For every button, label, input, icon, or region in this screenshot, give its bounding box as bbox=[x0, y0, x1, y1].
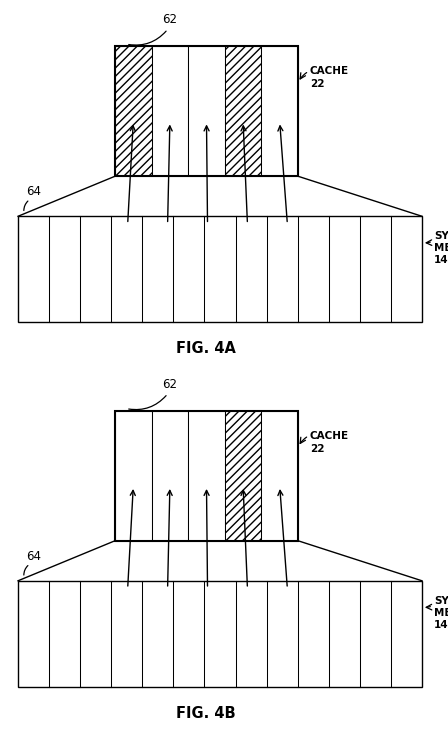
Text: CACHE: CACHE bbox=[310, 66, 349, 76]
Text: 22: 22 bbox=[310, 79, 324, 89]
Bar bbox=[151, 46, 188, 176]
Text: 62: 62 bbox=[162, 13, 177, 26]
Bar bbox=[115, 410, 151, 541]
Text: SYSTEM: SYSTEM bbox=[434, 596, 448, 606]
Bar bbox=[151, 410, 188, 541]
Bar bbox=[18, 217, 422, 322]
Text: 62: 62 bbox=[162, 378, 177, 391]
Text: 64: 64 bbox=[26, 185, 41, 198]
Bar bbox=[188, 46, 225, 176]
Bar bbox=[225, 46, 261, 176]
Bar bbox=[115, 410, 298, 541]
Text: MEMORY: MEMORY bbox=[434, 243, 448, 254]
Bar bbox=[225, 410, 261, 541]
Text: MEMORY: MEMORY bbox=[434, 608, 448, 618]
Bar bbox=[261, 46, 298, 176]
Bar bbox=[18, 581, 422, 687]
Text: SYSTEM: SYSTEM bbox=[434, 231, 448, 241]
Bar bbox=[115, 46, 151, 176]
Bar bbox=[188, 410, 225, 541]
Text: 64: 64 bbox=[26, 550, 41, 563]
Text: 14: 14 bbox=[434, 255, 448, 265]
Bar bbox=[261, 410, 298, 541]
Text: FIG. 4B: FIG. 4B bbox=[176, 706, 236, 721]
Text: CACHE: CACHE bbox=[310, 431, 349, 440]
Text: 22: 22 bbox=[310, 444, 324, 453]
Bar bbox=[115, 46, 298, 176]
Text: FIG. 4A: FIG. 4A bbox=[176, 341, 236, 356]
Text: 14: 14 bbox=[434, 620, 448, 630]
